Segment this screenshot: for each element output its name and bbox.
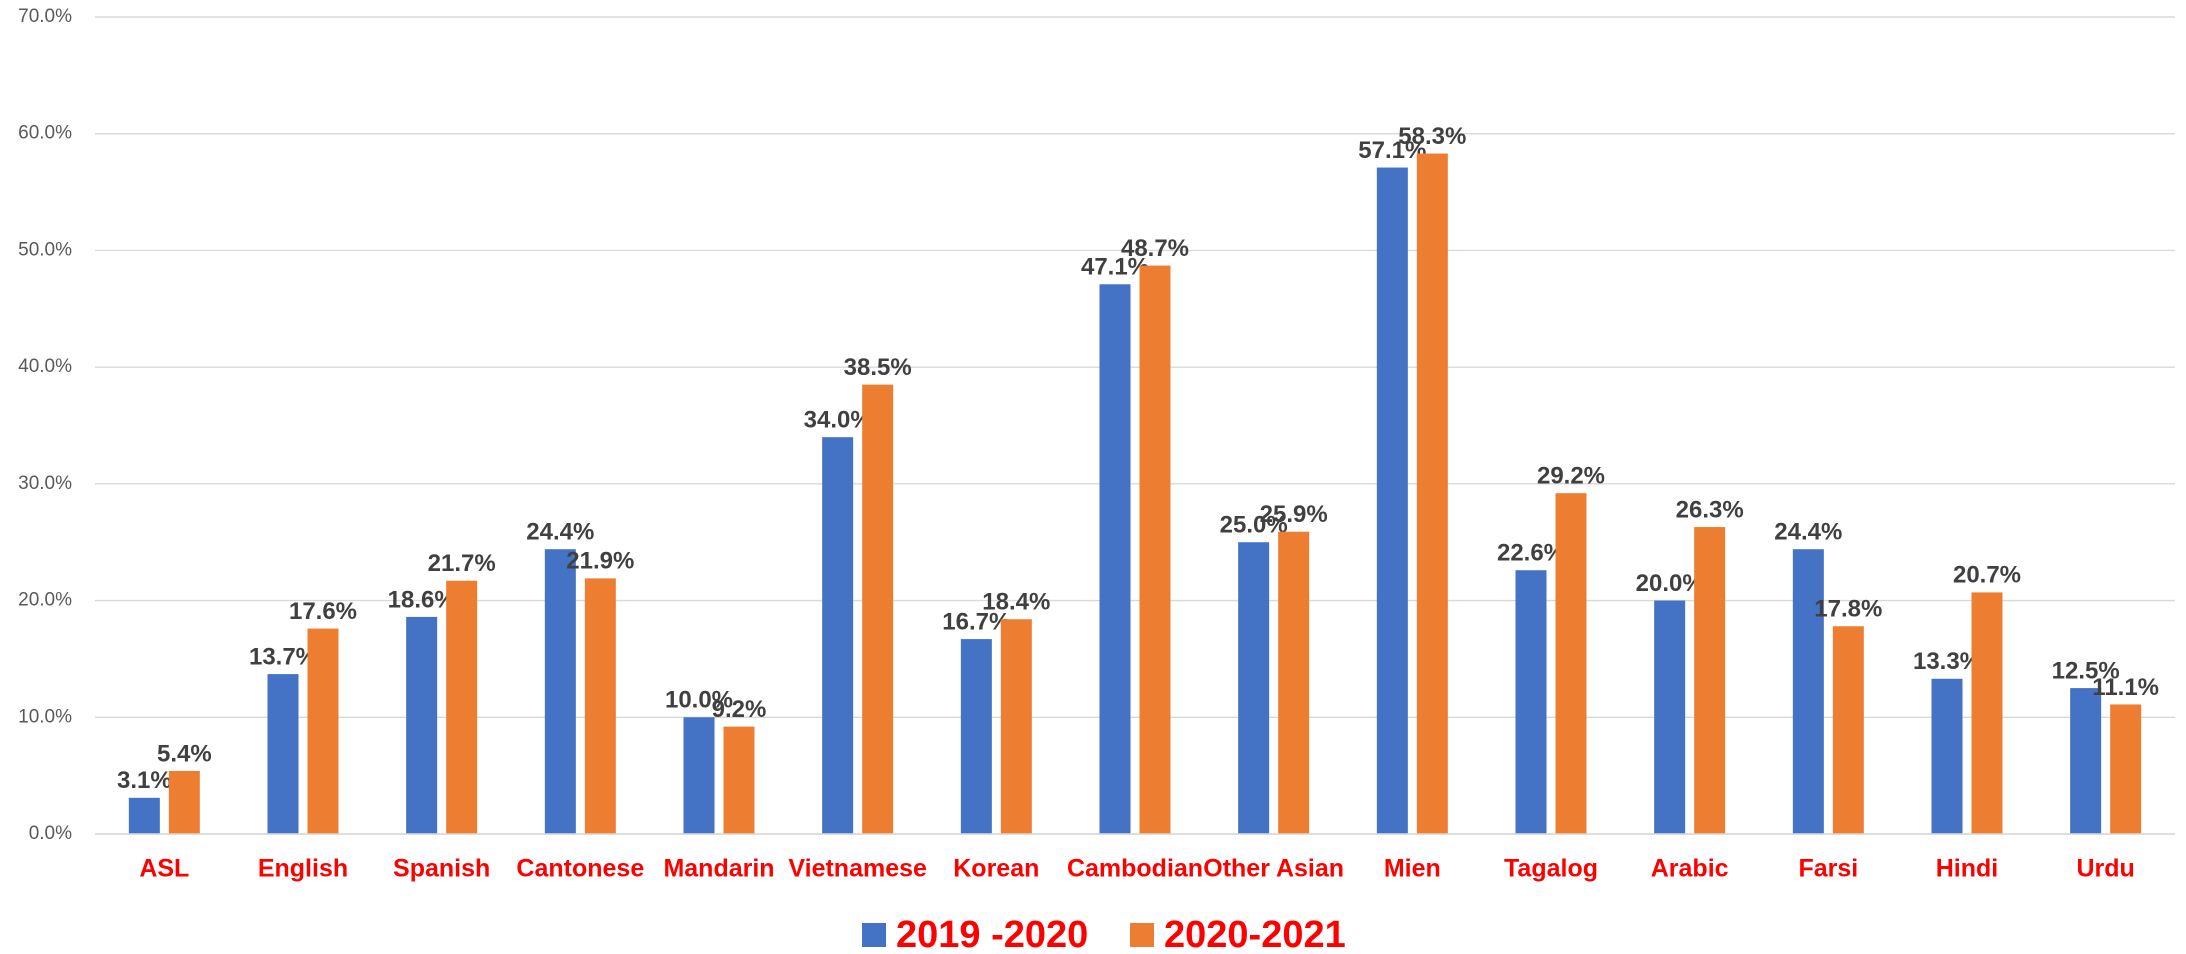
data-label: 18.6% bbox=[388, 586, 456, 613]
x-tick-label: Cantonese bbox=[516, 855, 644, 883]
bar bbox=[128, 797, 160, 834]
data-label: 24.4% bbox=[526, 519, 594, 546]
data-label: 9.2% bbox=[712, 696, 767, 723]
data-label: 57.1% bbox=[1358, 137, 1426, 164]
y-tick-label: 50.0% bbox=[18, 239, 72, 260]
bar bbox=[544, 549, 576, 834]
data-label: 25.0% bbox=[1220, 512, 1288, 539]
x-tick-label: Vietnamese bbox=[788, 855, 927, 883]
x-tick-label: English bbox=[258, 855, 348, 883]
bar bbox=[723, 726, 755, 834]
data-label: 16.7% bbox=[942, 608, 1010, 635]
legend-label: 2020-2021 bbox=[1164, 914, 1346, 954]
bar bbox=[1139, 265, 1171, 834]
data-label: 18.4% bbox=[982, 589, 1050, 616]
x-tick-label: Tagalog bbox=[1504, 855, 1598, 883]
data-label: 5.4% bbox=[157, 740, 212, 767]
bar bbox=[1000, 619, 1032, 834]
legend-swatch bbox=[862, 923, 886, 947]
data-label: 58.3% bbox=[1398, 123, 1466, 150]
data-label: 13.3% bbox=[1913, 648, 1981, 675]
data-label: 47.1% bbox=[1081, 254, 1149, 281]
x-tick-label: Spanish bbox=[393, 855, 490, 883]
bar bbox=[822, 437, 854, 834]
data-label: 21.7% bbox=[428, 550, 496, 577]
bar bbox=[267, 674, 299, 834]
bar bbox=[1971, 592, 2003, 834]
data-label: 21.9% bbox=[566, 548, 634, 575]
x-tick-label: Hindi bbox=[1936, 855, 1999, 883]
legend-label: 2019 -2020 bbox=[896, 914, 1088, 954]
y-tick-label: 60.0% bbox=[18, 123, 72, 144]
bar bbox=[1654, 600, 1686, 834]
y-tick-label: 0.0% bbox=[29, 823, 72, 844]
bar bbox=[584, 578, 616, 834]
x-tick-label: Arabic bbox=[1651, 855, 1729, 883]
bar bbox=[1238, 542, 1270, 834]
data-label: 20.7% bbox=[1953, 562, 2021, 589]
bar bbox=[2070, 688, 2102, 834]
x-tick-label: Korean bbox=[953, 855, 1039, 883]
bar bbox=[1278, 531, 1310, 834]
bar bbox=[168, 770, 200, 834]
bar bbox=[1832, 626, 1864, 834]
data-label: 22.6% bbox=[1497, 540, 1565, 567]
bar bbox=[1931, 678, 1963, 834]
bar bbox=[1515, 570, 1547, 834]
data-label: 25.9% bbox=[1260, 501, 1328, 528]
bar bbox=[683, 717, 715, 834]
data-label: 3.1% bbox=[117, 767, 172, 794]
data-label: 24.4% bbox=[1774, 519, 1842, 546]
x-tick-label: Mandarin bbox=[663, 855, 774, 883]
y-tick-label: 10.0% bbox=[18, 706, 72, 727]
x-tick-label: Cambodian bbox=[1067, 855, 1203, 883]
x-tick-label: Other Asian bbox=[1203, 855, 1344, 883]
y-tick-label: 20.0% bbox=[18, 590, 72, 611]
data-label: 38.5% bbox=[844, 354, 912, 381]
data-label: 11.1% bbox=[2092, 674, 2159, 701]
bar bbox=[1555, 493, 1587, 834]
x-tick-label: ASL bbox=[139, 855, 189, 883]
x-tick-label: Urdu bbox=[2077, 855, 2135, 883]
data-label: 20.0% bbox=[1636, 570, 1704, 597]
x-tick-label: Farsi bbox=[1798, 855, 1858, 883]
x-tick-label: Mien bbox=[1384, 855, 1441, 883]
data-label: 29.2% bbox=[1537, 463, 1605, 490]
legend-swatch bbox=[1130, 923, 1154, 947]
data-label: 12.5% bbox=[2052, 657, 2120, 684]
data-label: 26.3% bbox=[1676, 496, 1744, 523]
data-label: 17.8% bbox=[1814, 596, 1882, 623]
bar bbox=[1416, 153, 1448, 834]
bar bbox=[1694, 527, 1726, 834]
bar bbox=[406, 616, 438, 834]
bar bbox=[307, 628, 339, 834]
data-label: 13.7% bbox=[249, 643, 317, 670]
y-tick-label: 30.0% bbox=[18, 473, 72, 494]
bar bbox=[1099, 284, 1131, 834]
y-tick-label: 70.0% bbox=[18, 6, 72, 27]
bar bbox=[446, 580, 478, 834]
data-label: 34.0% bbox=[804, 407, 872, 434]
data-label: 17.6% bbox=[289, 598, 357, 625]
data-label: 10.0% bbox=[665, 687, 733, 714]
bar bbox=[1792, 549, 1824, 834]
bar bbox=[862, 384, 894, 834]
bar bbox=[1376, 167, 1408, 835]
bar bbox=[960, 639, 992, 834]
data-label: 48.7% bbox=[1121, 235, 1189, 262]
y-tick-label: 40.0% bbox=[18, 356, 72, 377]
bar bbox=[2110, 704, 2142, 834]
